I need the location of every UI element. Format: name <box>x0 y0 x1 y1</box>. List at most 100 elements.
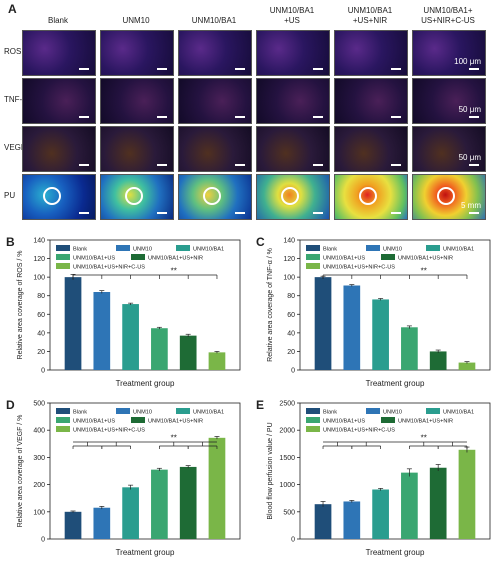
y-axis-label: Relative area coverage of VEGF / % <box>17 415 24 528</box>
legend-label: UNM10/BA1+US+NIR+C-US <box>73 265 145 271</box>
micrograph-image: 50 μm <box>412 126 486 172</box>
bar <box>179 466 197 539</box>
legend-swatch <box>56 417 70 423</box>
y-tick-label: 100 <box>33 275 45 282</box>
chart-e: E 0 500 1000 1500 2000 2500 Blood flow perfusio… <box>256 398 491 557</box>
legend-label: UNM10/BA1+US+NIR+C-US <box>323 428 395 434</box>
bar <box>372 489 389 539</box>
legend-label: UNM10/BA1+US+NIR <box>148 419 203 425</box>
bar <box>343 501 361 539</box>
micrograph-image <box>334 30 408 76</box>
y-tick-label: 40 <box>287 330 295 337</box>
legend-swatch <box>381 417 395 423</box>
y-tick-label: 60 <box>37 312 45 319</box>
legend-swatch <box>426 408 440 414</box>
scale-bar <box>157 212 167 214</box>
legend-swatch <box>56 245 70 251</box>
legend-label: UNM10/BA1+US+NIR <box>398 256 453 262</box>
scale-label: 100 μm <box>454 57 481 66</box>
legend-swatch <box>306 408 320 414</box>
x-axis-label: Treatment group <box>366 379 425 388</box>
scale-bar <box>469 116 479 118</box>
chart-b: B 0 20 40 60 80 100 120 140 Relative area coverag… <box>6 235 241 388</box>
y-tick-label: 20 <box>287 349 295 356</box>
legend-swatch <box>306 254 320 260</box>
wound-circle <box>125 187 143 205</box>
column-header: UNM10/BA1 +US+NIR <box>347 6 393 25</box>
bar <box>208 352 226 370</box>
panel-label: E <box>256 398 264 412</box>
plot-frame <box>299 239 491 371</box>
legend-swatch <box>56 426 70 432</box>
bar <box>314 504 332 539</box>
scale-bar <box>235 212 245 214</box>
legend-swatch <box>306 263 320 269</box>
micrograph-image <box>256 126 330 172</box>
legend-label: UNM10 <box>383 410 402 416</box>
legend-label: UNM10/BA1+US+NIR+C-US <box>73 428 145 434</box>
y-tick-label: 80 <box>37 293 45 300</box>
column-header: UNM10/BA1 +US <box>269 6 315 25</box>
scale-bar <box>313 212 323 214</box>
scale-bar <box>79 116 89 118</box>
micrograph-image: 100 μm <box>412 30 486 76</box>
legend-label: Blank <box>73 410 87 416</box>
legend-label: Blank <box>73 247 87 253</box>
y-tick-label: 60 <box>287 312 295 319</box>
micrograph-image <box>178 30 252 76</box>
perfusion-image <box>100 174 174 220</box>
legend-swatch <box>306 417 320 423</box>
wound-circle <box>43 187 61 205</box>
y-tick-label: 0 <box>41 368 45 375</box>
scale-bar <box>235 116 245 118</box>
legend-swatch <box>366 408 380 414</box>
scale-bar <box>79 164 89 166</box>
y-tick-label: 500 <box>33 401 45 408</box>
row-label: PU <box>4 191 16 200</box>
column-header: UNM10/BA1 <box>191 16 237 25</box>
scale-bar <box>469 164 479 166</box>
scale-bar <box>313 116 323 118</box>
micrograph-image <box>334 126 408 172</box>
micrograph-image: 50 μm <box>412 78 486 124</box>
y-tick-label: 1000 <box>279 482 295 489</box>
y-tick-label: 2000 <box>279 428 295 435</box>
scale-bar <box>313 164 323 166</box>
y-tick-label: 200 <box>33 482 45 489</box>
scale-bar <box>157 116 167 118</box>
panel-label: B <box>6 235 15 249</box>
legend-swatch <box>306 245 320 251</box>
y-tick-label: 300 <box>33 455 45 462</box>
bar <box>122 487 139 539</box>
legend-swatch <box>116 408 130 414</box>
bar <box>458 449 476 539</box>
micrograph-image <box>100 126 174 172</box>
plot-frame <box>299 402 491 540</box>
row-label: ROS <box>4 47 22 56</box>
bar <box>179 335 197 370</box>
column-header: Blank <box>47 16 68 25</box>
column-header: UNM10 <box>122 16 150 25</box>
micrograph-image <box>22 126 96 172</box>
legend-label: UNM10/BA1+US <box>323 256 365 262</box>
bar <box>151 469 168 539</box>
legend-swatch <box>306 426 320 432</box>
bar <box>93 507 111 539</box>
y-tick-label: 100 <box>33 509 45 516</box>
chart-c: C 0 20 40 60 80 100 120 140 Relative area coverag… <box>256 235 491 388</box>
row-label: TNF-α <box>4 95 27 104</box>
legend-label: UNM10/BA1+US+NIR <box>398 419 453 425</box>
y-axis-label: Relative area coverage of ROS / % <box>17 251 24 360</box>
x-axis-label: Treatment group <box>116 548 175 557</box>
perfusion-image <box>22 174 96 220</box>
bar <box>208 437 226 539</box>
wound-circle <box>203 187 221 205</box>
significance-label: ** <box>171 434 177 443</box>
perfusion-image <box>334 174 408 220</box>
y-axis-label: Relative area coverage of TNF-α / % <box>267 248 274 362</box>
micrograph-image <box>256 78 330 124</box>
plot-frame <box>49 239 241 371</box>
wound-circle <box>437 187 455 205</box>
x-axis-label: Treatment group <box>366 548 425 557</box>
micrograph-image <box>178 78 252 124</box>
